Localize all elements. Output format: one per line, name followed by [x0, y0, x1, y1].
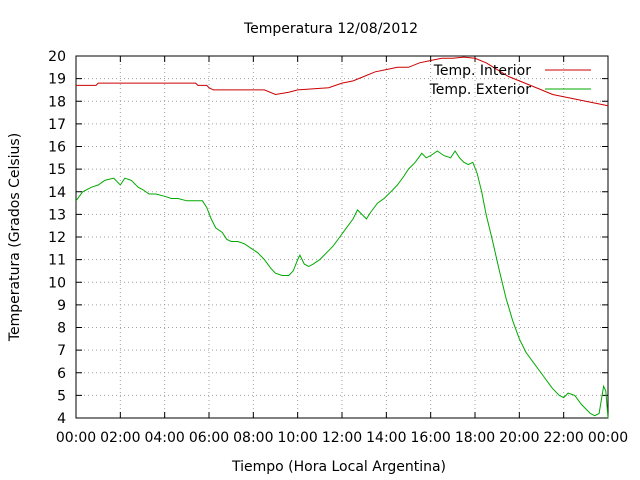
y-tick-label: 8	[57, 321, 66, 337]
y-tick-label: 4	[57, 411, 66, 427]
x-tick-label: 06:00	[189, 430, 229, 446]
y-tick-label: 11	[48, 253, 66, 269]
x-tick-label: 18:00	[455, 430, 495, 446]
x-tick-label: 22:00	[543, 430, 583, 446]
x-tick-label: 08:00	[233, 430, 273, 446]
y-tick-label: 20	[48, 49, 66, 65]
y-tick-label: 18	[48, 94, 66, 110]
x-tick-label: 10:00	[277, 430, 317, 446]
y-axis-title: Temperatura (Grados Celsius)	[7, 133, 23, 342]
y-tick-label: 10	[48, 275, 66, 291]
y-tick-label: 19	[48, 72, 66, 88]
x-axis-title: Tiempo (Hora Local Argentina)	[231, 459, 446, 475]
x-tick-label: 02:00	[100, 430, 140, 446]
y-tick-label: 13	[48, 207, 66, 223]
series-line-temp-exterior	[75, 150, 609, 419]
y-tick-label: 7	[57, 343, 66, 359]
y-tick-label: 17	[48, 117, 66, 133]
x-tick-label: 12:00	[322, 430, 362, 446]
y-tick-label: 6	[57, 366, 66, 382]
y-tick-label: 5	[57, 388, 66, 404]
x-tick-label: 16:00	[410, 430, 450, 446]
series-line-temp-interior	[76, 56, 609, 107]
y-tick-label: 16	[48, 140, 66, 156]
x-tick-label: 20:00	[499, 430, 539, 446]
x-tick-label: 00:00	[588, 430, 628, 446]
y-tick-label: 9	[57, 298, 66, 314]
chart-title: Temperatura 12/08/2012	[243, 21, 418, 37]
grid	[76, 56, 608, 418]
x-tick-label: 04:00	[144, 430, 184, 446]
y-tick-label: 15	[48, 162, 66, 178]
legend-label-temp-exterior: Temp. Exterior	[429, 82, 532, 98]
x-tick-label: 14:00	[366, 430, 406, 446]
legend: Temp. Interior Temp. Exterior	[429, 63, 591, 98]
x-tick-label: 00:00	[56, 430, 96, 446]
y-tick-label: 12	[48, 230, 66, 246]
legend-label-temp-interior: Temp. Interior	[433, 63, 532, 79]
series-lines	[75, 56, 609, 419]
y-tick-label: 14	[48, 185, 66, 201]
